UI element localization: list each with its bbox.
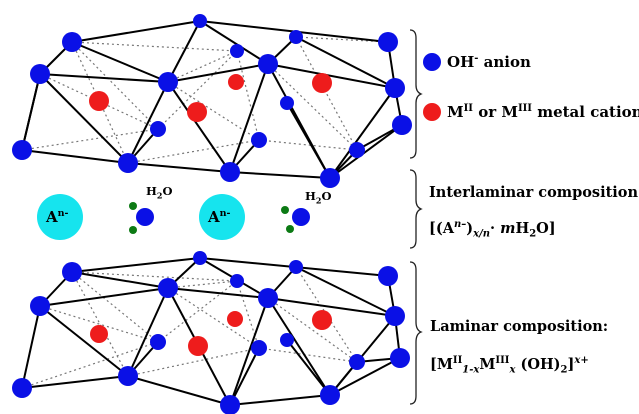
interlayer-anion — [37, 194, 83, 240]
water-label: H2O — [305, 189, 332, 206]
hydroxide-anion — [385, 78, 405, 98]
metal-cation — [312, 73, 332, 93]
lower-layer-edges — [21, 257, 401, 406]
metal-cation — [228, 74, 244, 90]
hydroxide-anion — [118, 366, 138, 386]
hydroxide-anion — [289, 30, 303, 44]
hydroxide-anion — [385, 306, 405, 326]
hydroxide-anion — [392, 115, 412, 135]
legend-metal-marker — [423, 103, 441, 121]
hydroxide-anion — [258, 54, 278, 74]
hydroxide-anion — [251, 132, 267, 148]
brace-upper — [409, 29, 423, 159]
hydroxide-anion — [349, 142, 365, 158]
hydroxide-anion — [230, 44, 244, 58]
hydroxide-anion — [193, 14, 207, 28]
interlayer-anion-label: An- — [208, 208, 231, 226]
braces — [409, 29, 423, 405]
hydroxide-anion — [289, 260, 303, 274]
metal-cation — [227, 311, 243, 327]
interlayer-species — [37, 194, 310, 240]
hydroxide-anion — [150, 334, 166, 350]
hydroxide-anion — [220, 162, 240, 182]
water-label: H2O — [146, 184, 173, 201]
hydroxide-anion — [378, 266, 398, 286]
hydroxide-anion — [349, 354, 365, 370]
laminar-heading: Laminar composition: — [430, 318, 609, 335]
hydroxide-anion — [230, 274, 244, 288]
hydroxide-anion — [12, 140, 32, 160]
metal-cation — [312, 310, 332, 330]
legend-metal-label: MII or MIII metal cation — [447, 103, 639, 121]
interlaminar-heading: Interlaminar composition: — [429, 184, 639, 201]
hydroxide-anion — [220, 395, 240, 414]
hydroxide-anion — [12, 378, 32, 398]
hydroxide-anion — [158, 72, 178, 92]
water-molecule — [129, 202, 154, 234]
hydroxide-anion — [390, 348, 410, 368]
hydroxide-anion — [158, 278, 178, 298]
hydroxide-anion — [150, 121, 166, 137]
water-molecule — [281, 206, 310, 233]
brace-interlayer — [409, 169, 423, 249]
hydroxide-anion — [30, 296, 50, 316]
hydroxide-anion — [320, 168, 340, 188]
hydroxide-anion — [378, 32, 398, 52]
legend-hydroxide-label: OH- anion — [447, 53, 531, 71]
upper-metal-cations — [89, 73, 332, 122]
metal-cation — [187, 102, 207, 122]
lower-metal-cations — [90, 310, 332, 356]
interlayer-anion — [199, 194, 245, 240]
hydroxide-anion — [280, 333, 294, 347]
hydroxide-anion — [251, 340, 267, 356]
lower-hydroxide-anions — [12, 251, 410, 414]
brace-lower — [409, 261, 423, 405]
hydroxide-anion — [62, 262, 82, 282]
hydroxide-anion — [193, 251, 207, 265]
metal-cation — [188, 336, 208, 356]
upper-layer-edges — [21, 20, 403, 179]
hydroxide-anion — [320, 385, 340, 405]
metal-cation — [90, 325, 108, 343]
laminar-formula: [MII1-xMIIIx (OH)2]x+ — [430, 355, 589, 376]
metal-cation — [89, 91, 109, 111]
interlayer-anion-label: An- — [46, 208, 69, 226]
legend-hydroxide-marker — [423, 53, 441, 71]
interlaminar-formula: [(An–)x/n· mH2O] — [429, 219, 556, 240]
hydroxide-anion — [258, 288, 278, 308]
hydroxide-anion — [118, 153, 138, 173]
upper-hydroxide-anions — [12, 14, 412, 188]
hydroxide-anion — [30, 64, 50, 84]
hydroxide-anion — [280, 96, 294, 110]
hydroxide-anion — [62, 32, 82, 52]
